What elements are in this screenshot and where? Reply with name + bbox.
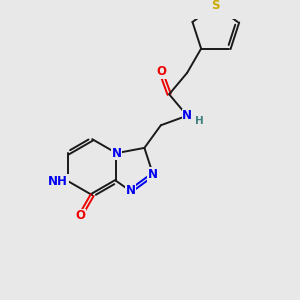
Text: NH: NH (48, 175, 68, 188)
Text: S: S (211, 0, 219, 12)
Text: H: H (195, 116, 203, 126)
Text: N: N (148, 168, 158, 181)
Text: O: O (75, 209, 85, 222)
Text: N: N (125, 184, 135, 197)
Text: O: O (156, 65, 166, 78)
Text: N: N (182, 109, 192, 122)
Text: N: N (111, 147, 122, 160)
